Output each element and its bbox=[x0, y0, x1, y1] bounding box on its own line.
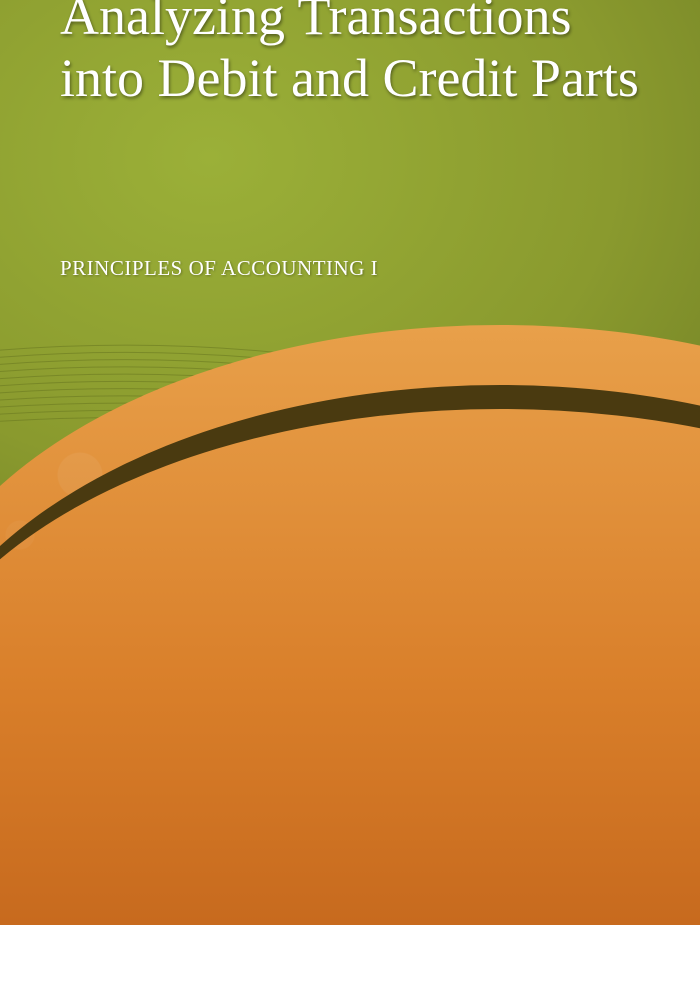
dark-arc-border bbox=[0, 385, 700, 985]
slide-title: Analyzing Transactions into Debit and Cr… bbox=[60, 0, 640, 109]
title-slide: Analyzing Transactions into Debit and Cr… bbox=[0, 0, 700, 525]
slide-subtitle: PRINCIPLES OF ACCOUNTING I bbox=[60, 256, 378, 281]
